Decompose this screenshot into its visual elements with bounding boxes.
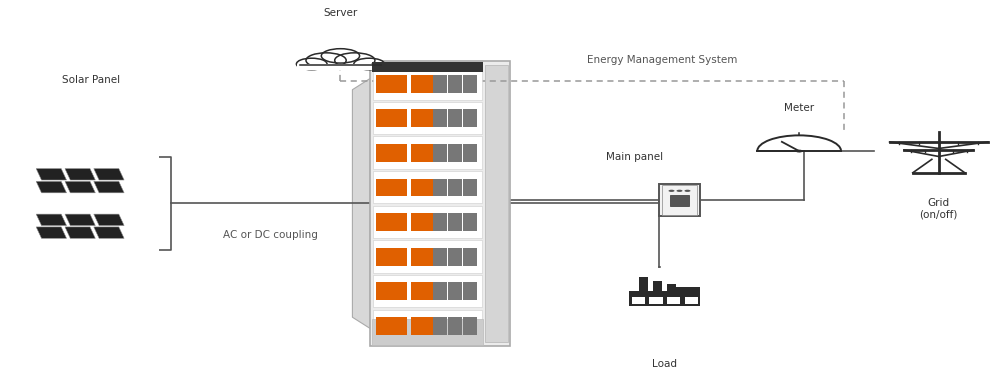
Bar xyxy=(411,248,441,265)
Bar xyxy=(376,109,407,127)
Bar xyxy=(411,282,441,300)
Bar xyxy=(463,179,477,196)
Polygon shape xyxy=(94,214,124,225)
Bar xyxy=(448,179,462,196)
Polygon shape xyxy=(352,78,370,329)
Bar xyxy=(433,179,447,196)
Bar xyxy=(448,213,462,231)
Bar xyxy=(632,297,645,304)
Bar xyxy=(411,75,441,92)
Bar xyxy=(373,206,482,238)
Bar xyxy=(376,179,407,196)
Polygon shape xyxy=(65,227,95,238)
Bar xyxy=(433,144,447,162)
Bar xyxy=(372,319,483,345)
Circle shape xyxy=(306,53,346,68)
Text: Main panel: Main panel xyxy=(606,152,663,162)
Bar xyxy=(433,109,447,127)
Bar xyxy=(463,144,477,162)
Bar xyxy=(370,61,510,346)
Bar xyxy=(373,136,482,169)
Bar xyxy=(448,144,462,162)
Bar xyxy=(411,179,441,196)
Text: Energy Management System: Energy Management System xyxy=(587,55,737,65)
Bar xyxy=(433,317,447,335)
Bar xyxy=(653,281,662,292)
Bar xyxy=(373,171,482,204)
Bar xyxy=(659,184,700,216)
Text: Grid
(on/off): Grid (on/off) xyxy=(920,198,958,220)
Bar xyxy=(448,109,462,127)
Bar xyxy=(376,213,407,231)
Text: Server: Server xyxy=(323,8,358,18)
Text: Solar Panel: Solar Panel xyxy=(62,75,120,85)
Bar xyxy=(373,275,482,307)
Bar xyxy=(670,195,689,207)
Bar xyxy=(463,213,477,231)
Polygon shape xyxy=(36,169,67,180)
Circle shape xyxy=(335,53,375,68)
Circle shape xyxy=(677,190,682,192)
Bar xyxy=(376,144,407,162)
Bar xyxy=(411,144,441,162)
Polygon shape xyxy=(36,181,67,193)
Bar xyxy=(448,282,462,300)
Bar xyxy=(373,67,482,100)
Bar xyxy=(448,248,462,265)
Circle shape xyxy=(321,49,360,63)
Bar xyxy=(411,213,441,231)
Bar xyxy=(463,282,477,300)
Circle shape xyxy=(795,150,803,152)
Bar xyxy=(685,297,698,304)
Bar xyxy=(373,102,482,134)
Bar xyxy=(639,277,648,292)
Circle shape xyxy=(296,58,327,70)
Bar xyxy=(376,282,407,300)
Bar xyxy=(433,282,447,300)
Bar xyxy=(376,317,407,335)
Bar xyxy=(448,317,462,335)
Polygon shape xyxy=(94,181,124,193)
Polygon shape xyxy=(36,227,67,238)
Circle shape xyxy=(684,190,690,192)
Bar xyxy=(297,64,384,70)
Bar xyxy=(485,65,508,342)
Text: Load: Load xyxy=(652,359,677,369)
Polygon shape xyxy=(65,169,95,180)
Bar xyxy=(667,284,676,292)
Bar xyxy=(662,185,697,215)
Bar xyxy=(433,213,447,231)
Bar xyxy=(463,317,477,335)
Bar xyxy=(667,297,680,304)
Polygon shape xyxy=(65,214,95,225)
Polygon shape xyxy=(94,227,124,238)
Circle shape xyxy=(669,190,675,192)
Polygon shape xyxy=(65,181,95,193)
Bar xyxy=(463,109,477,127)
Bar xyxy=(649,297,663,304)
Bar xyxy=(373,310,482,342)
Text: Meter: Meter xyxy=(784,103,814,113)
Bar xyxy=(411,109,441,127)
Bar xyxy=(376,248,407,265)
Bar xyxy=(372,62,483,72)
Polygon shape xyxy=(94,169,124,180)
Bar xyxy=(463,75,477,92)
Bar xyxy=(463,248,477,265)
Bar xyxy=(629,291,700,307)
Circle shape xyxy=(354,58,384,70)
Bar xyxy=(376,75,407,92)
Bar xyxy=(373,240,482,273)
Bar xyxy=(448,75,462,92)
Bar xyxy=(433,75,447,92)
Bar xyxy=(411,317,441,335)
Text: AC or DC coupling: AC or DC coupling xyxy=(223,230,318,240)
Bar xyxy=(433,248,447,265)
Polygon shape xyxy=(36,214,67,225)
Bar xyxy=(676,287,700,307)
